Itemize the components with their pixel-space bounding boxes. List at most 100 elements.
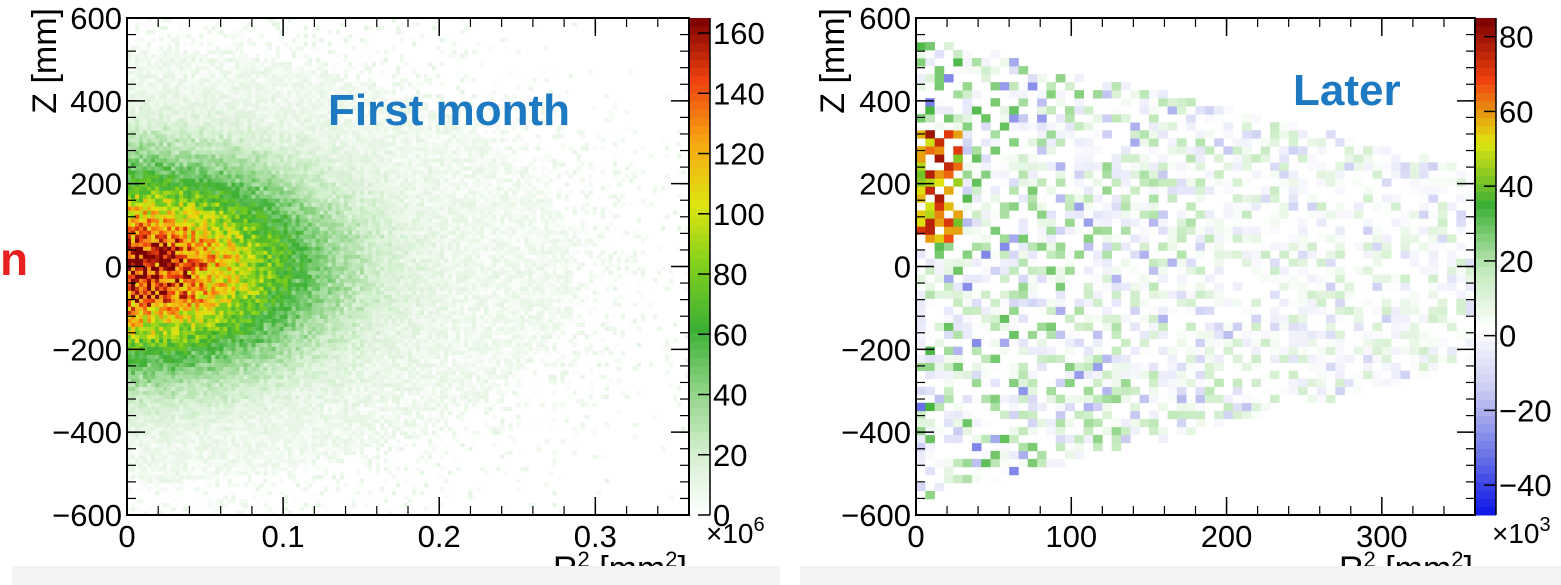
heatmap-cell <box>135 90 140 95</box>
heatmap-cell <box>151 126 156 131</box>
heatmap-cell <box>131 350 136 355</box>
heatmap-cell <box>275 258 280 263</box>
heatmap-cell <box>135 186 140 191</box>
heatmap-cell <box>287 70 292 75</box>
heatmap-cell <box>183 118 188 123</box>
heatmap-cell <box>231 202 236 207</box>
heatmap-cell <box>279 218 284 223</box>
heatmap-cell <box>167 326 172 331</box>
heatmap-cell <box>127 470 132 476</box>
heatmap-cell <box>191 438 196 444</box>
heatmap-cell <box>135 242 140 247</box>
heatmap-cell <box>271 298 276 303</box>
heatmap-cell <box>131 298 136 303</box>
heatmap-cell <box>279 354 284 359</box>
heatmap-cell <box>187 70 192 75</box>
heatmap-cell <box>279 326 284 331</box>
heatmap-cell <box>159 258 164 263</box>
heatmap-cell <box>183 326 188 331</box>
heatmap-cell <box>147 342 152 347</box>
heatmap-cell <box>275 74 280 79</box>
heatmap-cell <box>299 142 304 147</box>
heatmap-cell <box>139 106 144 111</box>
heatmap-cell <box>139 186 144 191</box>
heatmap-cell <box>187 454 192 460</box>
heatmap-cell <box>303 186 308 191</box>
heatmap-cell <box>207 202 212 207</box>
heatmap-cell <box>235 114 240 119</box>
heatmap-cell <box>171 166 176 171</box>
heatmap-cell <box>259 298 264 303</box>
heatmap-cell <box>171 126 176 131</box>
heatmap-cell <box>267 418 272 424</box>
heatmap-cell <box>251 274 256 279</box>
heatmap-cell <box>227 126 232 131</box>
heatmap-cell <box>131 70 136 75</box>
heatmap-cell <box>283 194 288 199</box>
heatmap-cell <box>295 242 300 247</box>
heatmap-cell <box>219 54 224 59</box>
heatmap-cell <box>151 334 156 339</box>
heatmap-cell <box>171 386 176 392</box>
heatmap-cell <box>275 182 280 187</box>
heatmap-cell <box>199 450 204 456</box>
heatmap-cell <box>203 382 208 388</box>
heatmap-cell <box>275 110 280 115</box>
heatmap-cell <box>179 394 184 400</box>
heatmap-cell <box>175 422 180 428</box>
heatmap-cell <box>195 250 200 255</box>
heatmap-cell <box>139 294 144 299</box>
heatmap-cell <box>163 390 168 396</box>
heatmap-cell <box>271 474 276 480</box>
heatmap-cell <box>295 438 300 444</box>
heatmap-cell <box>191 214 196 219</box>
heatmap-cell <box>259 370 264 376</box>
heatmap-cell <box>271 418 276 424</box>
heatmap-cell <box>235 150 240 155</box>
heatmap-cell <box>295 82 300 87</box>
heatmap-cell <box>191 418 196 424</box>
heatmap-cell <box>251 302 256 307</box>
heatmap-cell <box>143 130 148 135</box>
heatmap-cell <box>135 306 140 311</box>
heatmap-cell <box>231 346 236 351</box>
heatmap-cell <box>227 170 232 175</box>
heatmap-cell <box>167 362 172 367</box>
heatmap-cell <box>267 314 272 319</box>
heatmap-cell <box>135 506 140 512</box>
heatmap-cell <box>211 466 216 472</box>
heatmap-cell <box>247 234 252 239</box>
heatmap-cell <box>131 266 136 271</box>
heatmap-cell <box>223 98 228 103</box>
heatmap-cell <box>263 262 268 267</box>
heatmap-cell <box>195 454 200 460</box>
heatmap-cell <box>271 426 276 432</box>
heatmap-cell <box>275 318 280 323</box>
heatmap-cell <box>167 198 172 203</box>
heatmap-cell <box>283 446 288 452</box>
heatmap-cell <box>227 354 232 359</box>
heatmap-cell <box>251 402 256 408</box>
heatmap-cell <box>167 70 172 75</box>
heatmap-cell <box>219 202 224 207</box>
heatmap-cell <box>191 294 196 299</box>
heatmap-cell <box>143 74 148 79</box>
heatmap-cell <box>135 250 140 255</box>
heatmap-cell <box>163 378 168 384</box>
heatmap-cell <box>151 458 156 464</box>
heatmap-cell <box>223 54 228 59</box>
heatmap-cell <box>239 146 244 151</box>
heatmap-cell <box>251 174 256 179</box>
heatmap-cell <box>287 246 292 251</box>
heatmap-cell <box>235 162 240 167</box>
heatmap-cell <box>211 214 216 219</box>
heatmap-cell <box>151 262 156 267</box>
heatmap-cell <box>235 122 240 127</box>
heatmap-cell <box>291 286 296 291</box>
heatmap-cell <box>171 450 176 456</box>
heatmap-cell <box>179 398 184 404</box>
heatmap-cell <box>231 406 236 412</box>
heatmap-cell <box>255 94 260 99</box>
heatmap-cell <box>155 394 160 400</box>
heatmap-cell <box>207 282 212 287</box>
